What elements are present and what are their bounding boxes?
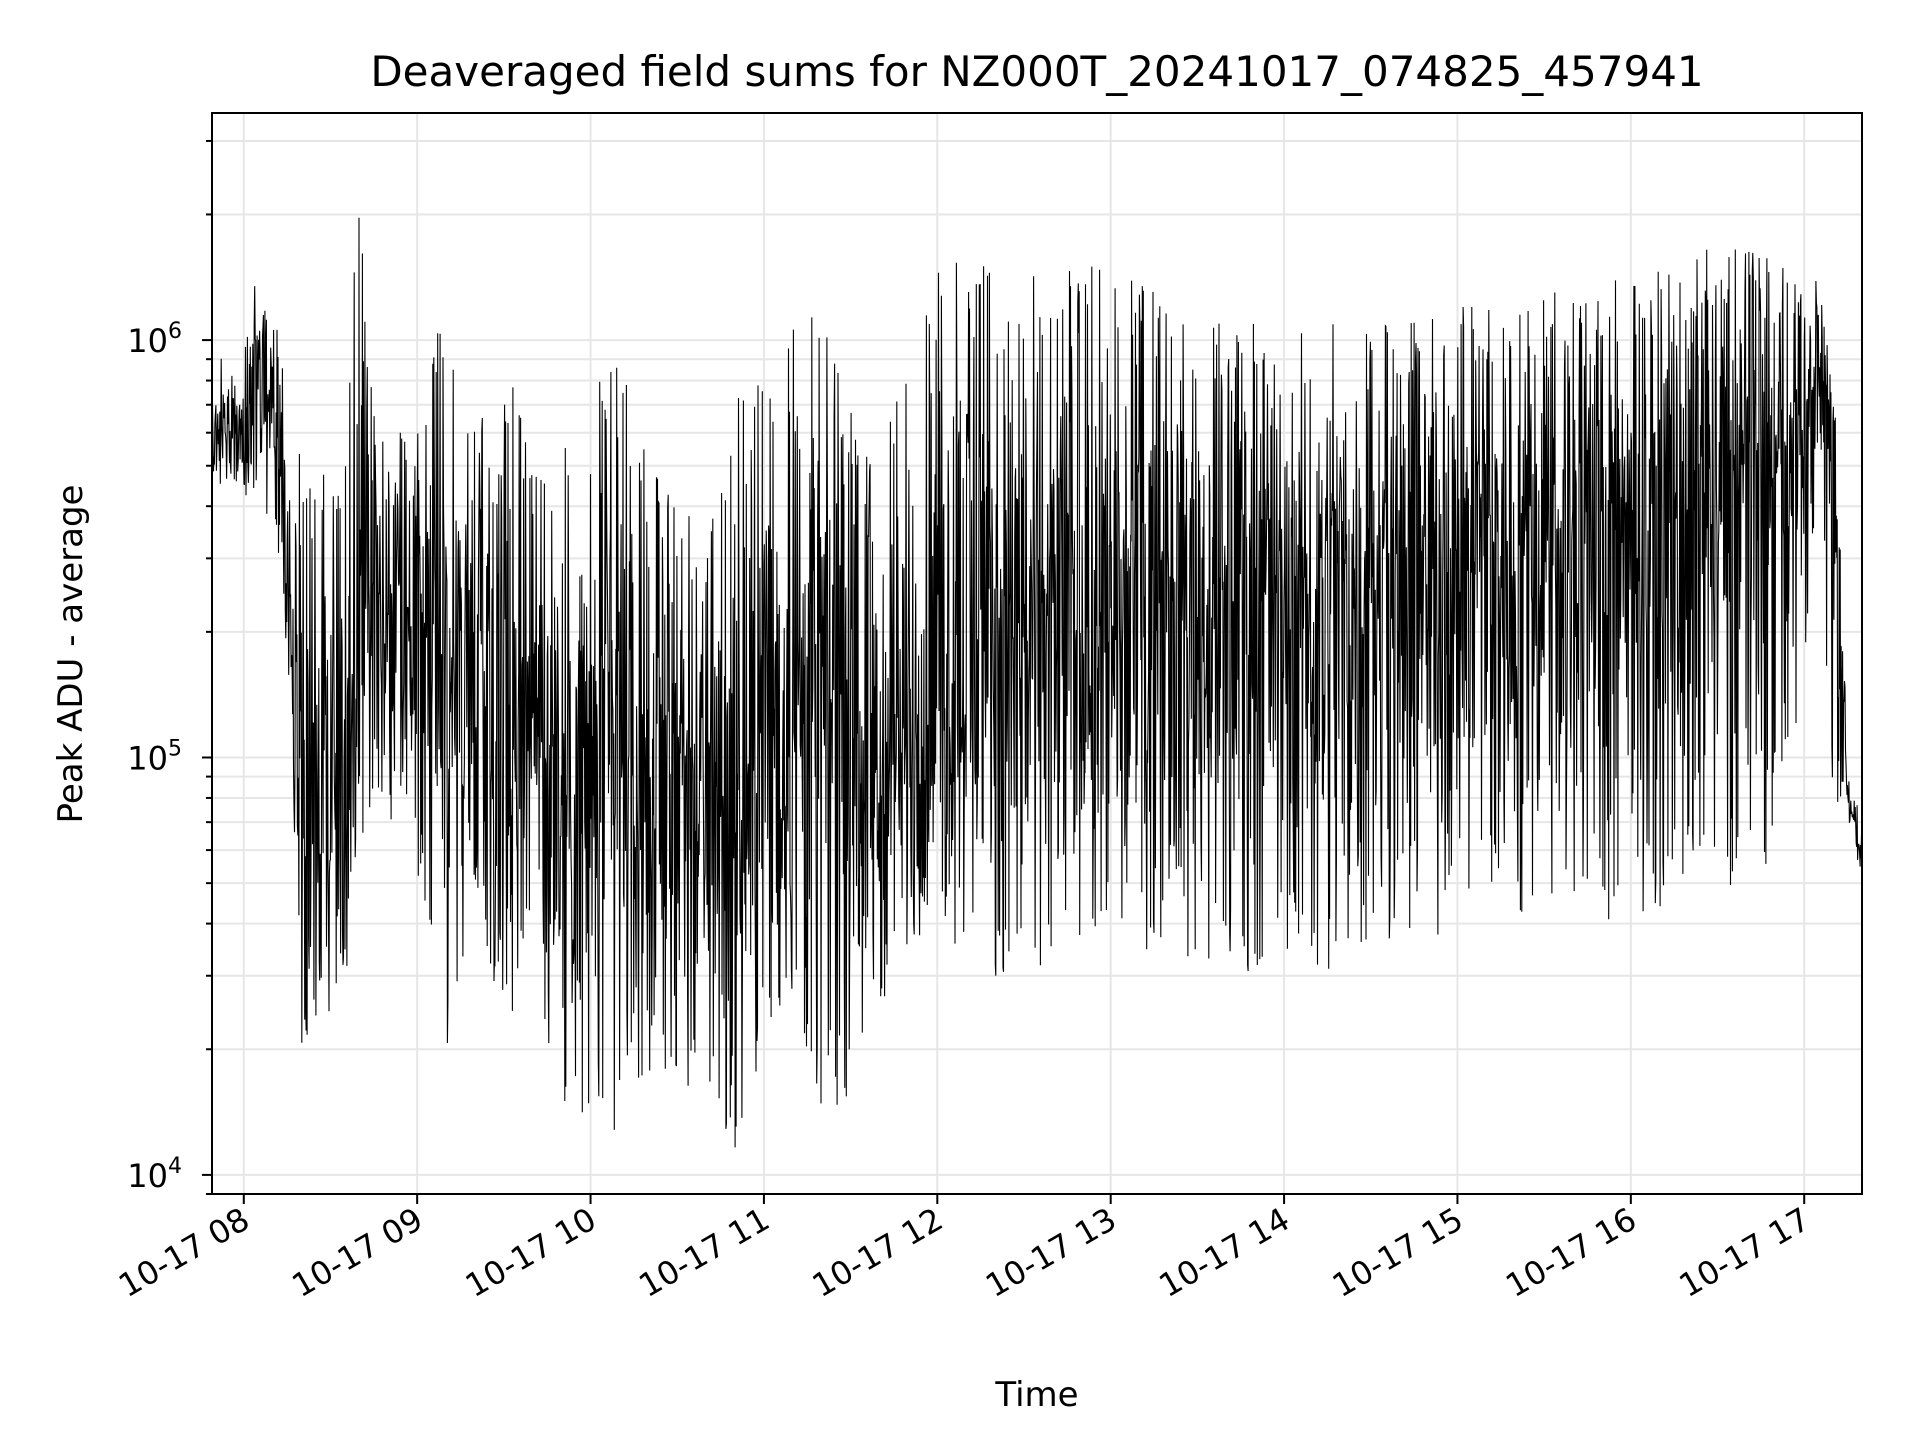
chart-title: Deaveraged field sums for NZ000T_2024101… [370,47,1703,96]
series-line [212,217,1862,1148]
tick-marks [202,139,1806,1204]
x-axis-title: Time [994,1375,1078,1415]
y-tick-label: 104 [127,1154,182,1195]
y-tick-label: 105 [127,736,182,777]
series-layer [212,217,1862,1148]
y-axis-title: Peak ADU - average [51,485,91,824]
y-tick-label: 106 [127,319,182,360]
plot-frame [211,112,1863,1195]
